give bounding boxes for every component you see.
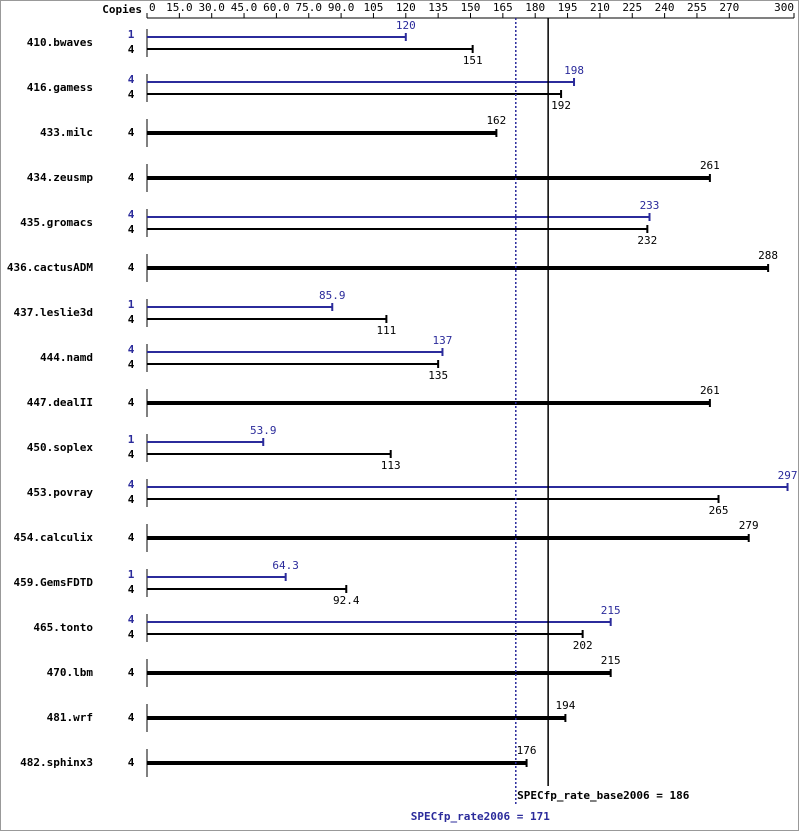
category-label: 416.gamess (27, 81, 93, 94)
copies-label: 4 (128, 73, 135, 86)
x-tick-label: 75.0 (296, 1, 323, 14)
value-label: 85.9 (319, 289, 346, 302)
category-label: 444.namd (40, 351, 93, 364)
value-label: 176 (517, 744, 537, 757)
x-tick-label: 90.0 (328, 1, 355, 14)
category-label: 447.dealII (27, 396, 93, 409)
x-tick-label: 0 (149, 1, 156, 14)
copies-label: 4 (128, 126, 135, 139)
x-tick-label: 180 (525, 1, 545, 14)
value-label: 261 (700, 159, 720, 172)
category-label: 453.povray (27, 486, 94, 499)
copies-label: 1 (128, 298, 135, 311)
copies-label: 4 (128, 711, 135, 724)
copies-label: 4 (128, 88, 135, 101)
copies-label: 4 (128, 223, 135, 236)
x-tick-label: 270 (719, 1, 739, 14)
copies-label: 4 (128, 756, 135, 769)
value-label: 135 (428, 369, 448, 382)
value-label: 53.9 (250, 424, 277, 437)
copies-label: 4 (128, 313, 135, 326)
value-label: 162 (486, 114, 506, 127)
x-tick-label: 15.0 (166, 1, 193, 14)
reference-label: SPECfp_rate2006 = 171 (411, 810, 550, 823)
value-label: 192 (551, 99, 571, 112)
copies-label: 4 (128, 628, 135, 641)
x-tick-label: 135 (428, 1, 448, 14)
copies-label: 4 (128, 396, 135, 409)
copies-label: 4 (128, 478, 135, 491)
x-tick-label: 120 (396, 1, 416, 14)
category-label: 470.lbm (47, 666, 94, 679)
copies-label: 4 (128, 531, 135, 544)
x-tick-label: 60.0 (263, 1, 290, 14)
copies-label: 4 (128, 171, 135, 184)
x-tick-label: 45.0 (231, 1, 258, 14)
copies-label: 4 (128, 208, 135, 221)
value-label: 92.4 (333, 594, 360, 607)
value-label: 288 (758, 249, 778, 262)
category-label: 434.zeusmp (27, 171, 94, 184)
x-tick-label: 225 (622, 1, 642, 14)
value-label: 232 (637, 234, 657, 247)
x-tick-label: 255 (687, 1, 707, 14)
category-label: 410.bwaves (27, 36, 93, 49)
value-label: 137 (433, 334, 453, 347)
value-label: 151 (463, 54, 483, 67)
x-tick-label: 240 (655, 1, 675, 14)
category-label: 459.GemsFDTD (14, 576, 94, 589)
value-label: 111 (376, 324, 396, 337)
value-label: 120 (396, 19, 416, 32)
copies-label: 4 (128, 493, 135, 506)
x-tick-label: 210 (590, 1, 610, 14)
value-label: 113 (381, 459, 401, 472)
x-tick-label: 105 (364, 1, 384, 14)
x-tick-label: 150 (461, 1, 481, 14)
value-label: 215 (601, 654, 621, 667)
category-label: 433.milc (40, 126, 93, 139)
copies-label: 4 (128, 358, 135, 371)
category-label: 482.sphinx3 (20, 756, 93, 769)
copies-label: 1 (128, 28, 135, 41)
value-label: 202 (573, 639, 593, 652)
value-label: 261 (700, 384, 720, 397)
category-label: 435.gromacs (20, 216, 93, 229)
copies-label: 4 (128, 43, 135, 56)
x-tick-label: 300 (774, 1, 794, 14)
copies-label: 4 (128, 613, 135, 626)
category-label: 450.soplex (27, 441, 94, 454)
copies-label: 4 (128, 343, 135, 356)
category-label: 436.cactusADM (7, 261, 93, 274)
value-label: 64.3 (272, 559, 299, 572)
value-label: 198 (564, 64, 584, 77)
copies-label: 4 (128, 261, 135, 274)
value-label: 297 (778, 469, 798, 482)
value-label: 233 (640, 199, 660, 212)
value-label: 215 (601, 604, 621, 617)
copies-label: 1 (128, 433, 135, 446)
reference-label: SPECfp_rate_base2006 = 186 (517, 789, 690, 802)
x-tick-label: 165 (493, 1, 513, 14)
category-label: 437.leslie3d (14, 306, 93, 319)
copies-label: 4 (128, 666, 135, 679)
copies-label: 4 (128, 583, 135, 596)
value-label: 194 (555, 699, 575, 712)
category-label: 481.wrf (47, 711, 93, 724)
value-label: 279 (739, 519, 759, 532)
copies-label: 1 (128, 568, 135, 581)
x-tick-label: 30.0 (198, 1, 225, 14)
category-label: 454.calculix (14, 531, 94, 544)
copies-header: Copies (102, 3, 142, 16)
value-label: 265 (709, 504, 729, 517)
x-tick-label: 195 (558, 1, 578, 14)
copies-label: 4 (128, 448, 135, 461)
category-label: 465.tonto (33, 621, 93, 634)
